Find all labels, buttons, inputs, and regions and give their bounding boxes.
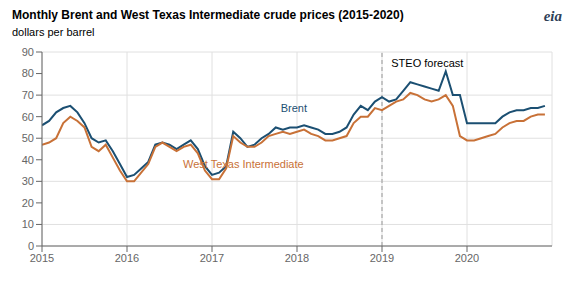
html-text:eia: eia: [543, 8, 562, 24]
svg-text:2015: 2015: [30, 252, 54, 264]
svg-text:50: 50: [22, 132, 34, 144]
svg-text:2018: 2018: [285, 252, 309, 264]
svg-text:90: 90: [22, 46, 34, 58]
svg-text:2019: 2019: [370, 252, 394, 264]
svg-text:20: 20: [22, 197, 34, 209]
svg-text:2020: 2020: [455, 252, 479, 264]
svg-text:30: 30: [22, 175, 34, 187]
html-text:Monthly Brent and West Texas I: Monthly Brent and West Texas Intermediat…: [12, 8, 404, 22]
svg-text:2017: 2017: [200, 252, 224, 264]
html-text:dollars per barrel: dollars per barrel: [12, 26, 95, 38]
svg-text:0: 0: [28, 240, 34, 252]
svg-text:Brent: Brent: [281, 102, 307, 114]
svg-text:STEO forecast: STEO forecast: [391, 57, 463, 69]
svg-text:80: 80: [22, 67, 34, 79]
svg-text:10: 10: [22, 218, 34, 230]
svg-text:40: 40: [22, 154, 34, 166]
svg-text:2016: 2016: [115, 252, 139, 264]
svg-text:60: 60: [22, 111, 34, 123]
svg-text:70: 70: [22, 89, 34, 101]
svg-text:West Texas Intermediate: West Texas Intermediate: [183, 158, 304, 170]
